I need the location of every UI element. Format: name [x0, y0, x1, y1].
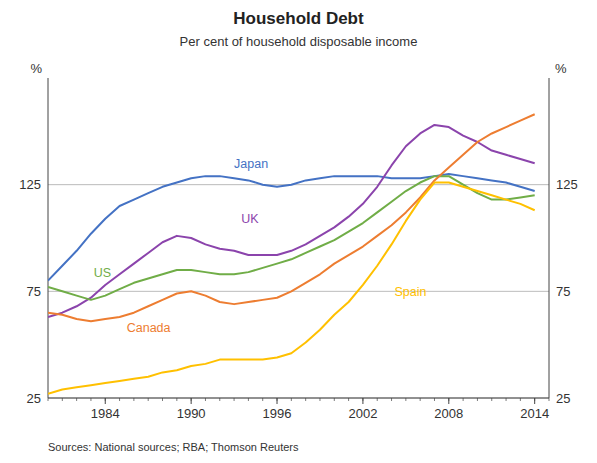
x-minor-tick — [148, 398, 149, 401]
series-label: US — [94, 266, 111, 280]
y2-axis-line — [549, 78, 550, 398]
x-tick — [448, 398, 449, 404]
x-minor-tick — [305, 398, 306, 401]
x-tick-label: 1996 — [263, 406, 292, 421]
grid-line — [48, 291, 549, 292]
series-label: UK — [241, 212, 259, 226]
x-minor-tick — [319, 398, 320, 401]
y2-tick-label: 25 — [556, 391, 570, 406]
source: Sources: National sources; RBA; Thomson … — [48, 441, 299, 453]
y-axis-label: % — [30, 61, 42, 76]
x-minor-tick — [291, 398, 292, 401]
title: Household Debt — [233, 9, 364, 28]
x-tick-label: 2014 — [520, 406, 549, 421]
x-tick-label: 2002 — [348, 406, 377, 421]
x-minor-tick — [491, 398, 492, 401]
x-minor-tick — [405, 398, 406, 401]
series-line — [48, 125, 535, 317]
x-tick — [362, 398, 363, 404]
subtitle: Per cent of household disposable income — [180, 34, 418, 49]
x-minor-tick — [434, 398, 435, 401]
series-line — [48, 114, 535, 321]
x-minor-tick — [377, 398, 378, 401]
series-line — [48, 174, 535, 281]
series-label: Canada — [127, 321, 171, 335]
x-tick-label: 1984 — [91, 406, 120, 421]
x-tick-label: 2008 — [434, 406, 463, 421]
x-minor-tick — [76, 398, 77, 401]
series-label: Spain — [394, 285, 426, 299]
x-minor-tick — [162, 398, 163, 401]
y-tick-label: 75 — [27, 284, 41, 299]
x-minor-tick — [234, 398, 235, 401]
y2-tick-label: 125 — [556, 177, 578, 192]
y-tick-label: 25 — [27, 391, 41, 406]
x-minor-tick — [248, 398, 249, 401]
x-minor-tick — [549, 398, 550, 401]
x-tick — [191, 398, 192, 404]
x-axis-line — [48, 398, 549, 399]
x-minor-tick — [205, 398, 206, 401]
y2-tick-label: 75 — [556, 284, 570, 299]
plot-area — [48, 114, 535, 393]
x-tick-label: 1990 — [177, 406, 206, 421]
chart: Household Debt Per cent of household disp… — [0, 0, 597, 463]
series-label: Japan — [234, 157, 268, 171]
x-minor-tick — [48, 398, 49, 401]
series-line — [48, 176, 535, 300]
x-minor-tick — [334, 398, 335, 401]
grid-line — [48, 184, 549, 185]
x-minor-tick — [262, 398, 263, 401]
x-minor-tick — [219, 398, 220, 401]
x-minor-tick — [90, 398, 91, 401]
x-minor-tick — [133, 398, 134, 401]
x-tick — [277, 398, 278, 404]
x-tick — [534, 398, 535, 404]
series-line — [48, 183, 535, 394]
x-minor-tick — [477, 398, 478, 401]
x-tick — [105, 398, 106, 404]
x-minor-tick — [348, 398, 349, 401]
x-minor-tick — [420, 398, 421, 401]
x-minor-tick — [62, 398, 63, 401]
x-minor-tick — [506, 398, 507, 401]
x-minor-tick — [463, 398, 464, 401]
x-minor-tick — [520, 398, 521, 401]
x-minor-tick — [391, 398, 392, 401]
grid-line — [48, 398, 549, 399]
y-axis-line — [48, 78, 49, 398]
x-minor-tick — [176, 398, 177, 401]
x-minor-tick — [119, 398, 120, 401]
y2-axis-label: % — [555, 61, 567, 76]
y-tick-label: 125 — [19, 177, 41, 192]
